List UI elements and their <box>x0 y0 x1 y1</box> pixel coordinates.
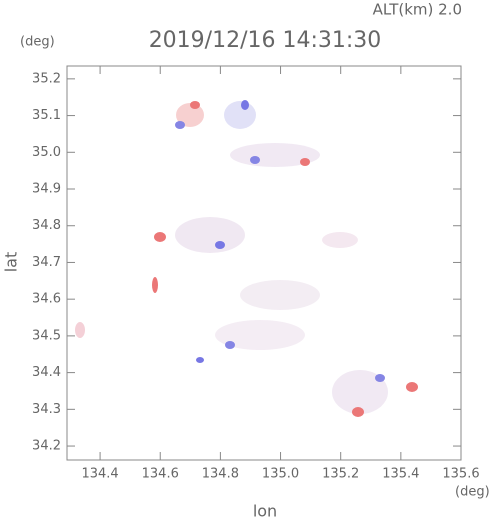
echo <box>352 407 364 417</box>
echo <box>152 277 158 293</box>
echo <box>224 101 256 129</box>
echoes <box>75 100 418 417</box>
x-tick-label: 135.2 <box>322 467 359 482</box>
plot-frame <box>66 65 462 461</box>
y-tick-label: 34.6 <box>32 292 61 307</box>
echo <box>241 100 249 110</box>
x-axis-label: lon <box>253 502 277 521</box>
echo <box>75 322 85 338</box>
y-tick-label: 34.4 <box>32 365 61 380</box>
echo <box>375 374 385 382</box>
y-tick-label: 34.7 <box>32 255 61 270</box>
chart-title: 2019/12/16 14:31:30 <box>149 28 382 53</box>
echo <box>176 103 204 127</box>
echo <box>190 101 200 109</box>
y-tick-label: 34.8 <box>32 218 61 233</box>
x-tick-label: 135.0 <box>262 467 299 482</box>
echo <box>215 241 225 249</box>
echo <box>300 158 310 166</box>
x-unit: (deg) <box>455 485 490 500</box>
echo <box>240 280 320 310</box>
echo <box>215 320 305 350</box>
echo <box>196 357 204 363</box>
echo <box>175 217 245 253</box>
y-tick-label: 34.2 <box>32 439 61 454</box>
y-tick-label: 34.3 <box>32 402 61 417</box>
echo <box>322 232 358 248</box>
echo <box>175 121 185 129</box>
echo <box>225 341 235 349</box>
x-tick-label: 134.4 <box>81 467 118 482</box>
echo <box>406 382 418 392</box>
y-tick-label: 35.0 <box>32 145 61 160</box>
echo <box>154 232 166 242</box>
x-tick-label: 134.8 <box>202 467 239 482</box>
y-unit: (deg) <box>20 35 55 50</box>
y-tick-label: 35.1 <box>32 108 61 123</box>
echo <box>250 156 260 164</box>
x-tick-label: 135.6 <box>442 467 479 482</box>
y-axis-label: lat <box>2 252 21 273</box>
y-tick-label: 34.5 <box>32 328 61 343</box>
x-tick-label: 135.4 <box>382 467 419 482</box>
altitude-label: ALT(km) 2.0 <box>373 1 462 19</box>
echo <box>332 370 388 414</box>
y-tick-label: 34.9 <box>32 182 61 197</box>
x-tick-label: 134.6 <box>142 467 179 482</box>
y-tick-label: 35.2 <box>32 71 61 86</box>
